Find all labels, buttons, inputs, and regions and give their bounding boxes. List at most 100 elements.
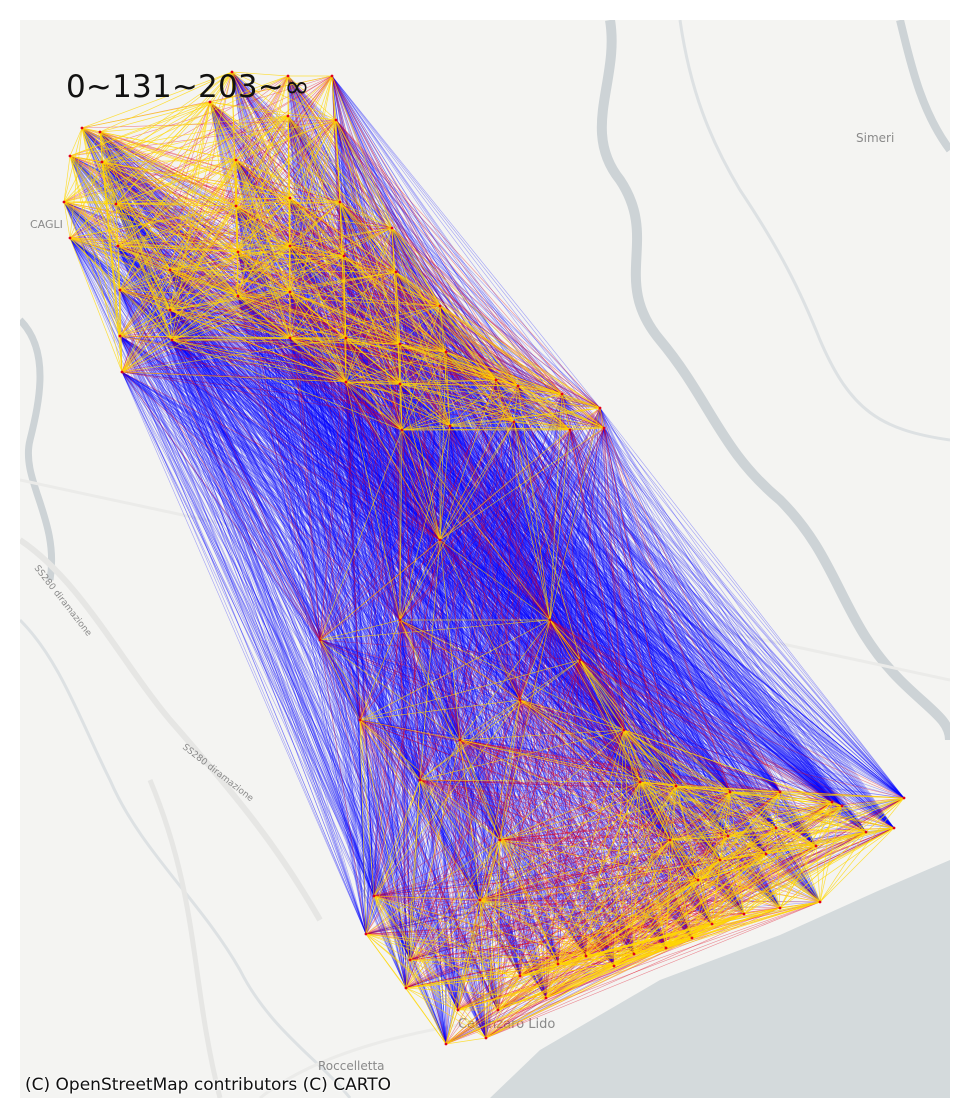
- flow-edge: [81, 127, 843, 807]
- flow-edge: [69, 237, 547, 999]
- flow-edge: [63, 201, 361, 721]
- flow-edge: [445, 351, 499, 1011]
- flow-edge: [231, 71, 895, 829]
- flow-edge: [69, 161, 103, 239]
- flow-edge: [289, 337, 635, 955]
- flow-edge: [517, 385, 729, 837]
- flow-edge: [445, 739, 461, 1045]
- flow-edge: [237, 251, 367, 935]
- flow-edge: [121, 351, 447, 373]
- flow-edge: [345, 381, 817, 847]
- flow-edge: [519, 699, 587, 957]
- flow-edge: [497, 827, 895, 1011]
- flow-edge: [101, 161, 375, 897]
- flow-edge: [569, 429, 587, 957]
- flow-edge: [237, 251, 345, 257]
- flow-edge: [289, 291, 459, 1011]
- flow-edge: [235, 75, 289, 207]
- flow-edge: [599, 407, 721, 861]
- flow-edge: [117, 245, 547, 999]
- flow-edge: [99, 131, 421, 781]
- stop-node: [404, 986, 408, 990]
- flow-edge: [459, 739, 905, 799]
- flow-edge: [289, 337, 447, 353]
- flow-edge: [119, 335, 905, 799]
- flow-edge: [579, 659, 767, 855]
- flow-edge: [669, 839, 699, 881]
- flow-edge: [287, 115, 461, 741]
- flow-edge: [121, 371, 447, 1045]
- flow-edge: [459, 379, 497, 741]
- flow-edge: [729, 791, 843, 807]
- flow-edge: [457, 421, 515, 1011]
- flow-edge: [115, 203, 487, 1039]
- flow-edge: [519, 699, 699, 881]
- flow-edge: [365, 933, 547, 999]
- flow-edge: [101, 161, 171, 271]
- flow-edge: [171, 339, 501, 841]
- flow-edge: [209, 101, 321, 641]
- flow-edge: [395, 271, 571, 431]
- flow-edge: [395, 271, 497, 381]
- flow-edge: [115, 203, 895, 829]
- flow-edge: [289, 245, 447, 1045]
- flow-edge: [101, 161, 121, 291]
- flow-edge: [289, 291, 547, 999]
- flow-edge: [209, 101, 367, 935]
- flow-edge: [399, 383, 407, 989]
- flow-edge: [339, 201, 833, 803]
- flow-edge: [169, 269, 713, 925]
- flow-edge: [119, 335, 745, 915]
- flow-edge: [231, 71, 481, 901]
- flow-edge: [419, 379, 497, 781]
- flow-edge: [697, 879, 821, 903]
- flow-edge: [289, 337, 895, 829]
- flow-edge: [775, 827, 821, 903]
- flow-edge: [711, 801, 833, 925]
- flow-edge: [697, 879, 781, 909]
- flow-edge: [517, 385, 721, 861]
- flow-edge: [335, 119, 821, 903]
- flow-edge: [335, 119, 667, 949]
- flow-edge: [319, 639, 581, 661]
- flow-edge: [171, 339, 671, 841]
- flow-edge: [557, 729, 625, 965]
- flow-edge: [231, 71, 321, 641]
- flow-edge: [319, 639, 459, 1011]
- flow-edge: [599, 407, 767, 855]
- flow-edge: [419, 779, 781, 909]
- stop-node: [330, 74, 334, 78]
- flow-edge: [445, 351, 625, 731]
- stop-node: [742, 912, 746, 916]
- flow-edge: [237, 251, 411, 961]
- flow-edge: [235, 159, 767, 855]
- flow-edge: [119, 289, 843, 807]
- stop-node: [80, 126, 84, 130]
- flow-edge: [117, 245, 441, 541]
- flow-edge: [171, 339, 407, 989]
- map-canvas[interactable]: Simeri CAGLI Catanzaro Lido Roccelletta …: [20, 20, 950, 1098]
- flow-edge: [81, 127, 833, 803]
- flow-edge: [359, 719, 615, 967]
- flow-edge: [373, 729, 625, 897]
- flow-edge: [633, 879, 699, 955]
- flow-edge: [335, 119, 699, 881]
- flow-edge: [331, 75, 781, 793]
- flow-edge: [519, 659, 581, 977]
- flow-edge: [623, 729, 641, 783]
- flow-edge: [231, 71, 587, 957]
- flow-edge: [445, 351, 729, 837]
- flow-edge: [373, 781, 641, 897]
- flow-edge: [345, 337, 817, 847]
- flow-edge: [405, 987, 459, 1011]
- flow-edge: [401, 429, 459, 1011]
- flow-edge: [439, 305, 843, 807]
- flow-edge: [623, 729, 699, 881]
- flow-edge: [209, 101, 401, 385]
- stop-node: [318, 638, 322, 642]
- flow-edge: [119, 271, 397, 291]
- flow-edge: [519, 699, 671, 841]
- flow-edge: [479, 899, 667, 949]
- flow-edge: [391, 227, 625, 731]
- flow-edge: [409, 729, 625, 961]
